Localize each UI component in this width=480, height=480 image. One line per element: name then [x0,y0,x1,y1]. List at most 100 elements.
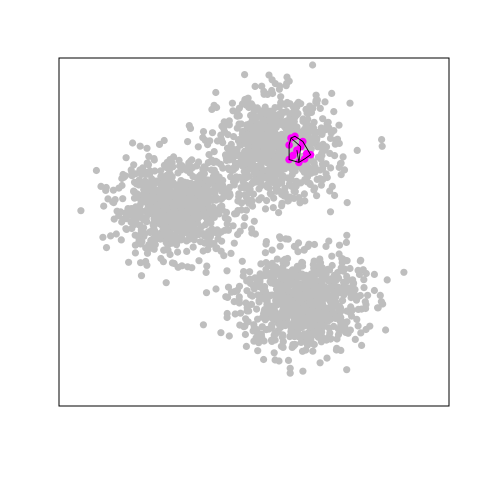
background-point [272,177,281,185]
background-point [306,141,314,149]
background-point [276,234,285,242]
background-point [266,158,274,166]
background-point [274,131,282,139]
background-point [376,291,384,299]
background-point [336,302,344,310]
background-point [155,217,163,225]
background-point [245,189,253,197]
background-point [304,115,312,123]
background-point [161,212,169,220]
background-point [324,118,332,126]
background-point [327,164,335,172]
background-point [293,273,301,281]
background-point [205,203,213,211]
background-point [136,142,144,150]
background-point [155,211,163,219]
background-point [234,230,242,239]
background-point [251,146,259,154]
background-point [234,159,243,167]
background-point [131,231,139,239]
background-point [187,190,195,198]
background-point [333,344,341,352]
background-point [203,262,211,270]
background-point [117,236,125,244]
background-point [286,310,294,319]
background-point [199,134,207,142]
background-point [216,176,224,185]
background-point [316,255,324,263]
hull-outline [288,135,312,163]
background-point [212,196,220,204]
background-point [316,104,324,112]
background-point [161,196,169,204]
background-point [357,329,365,337]
background-point [92,166,100,175]
background-point [234,207,242,215]
background-point [163,233,171,241]
background-point [147,236,155,244]
background-point [228,99,236,107]
background-point [199,247,207,255]
background-point [179,198,187,206]
background-point [244,318,252,326]
background-point [227,249,235,257]
background-point [382,326,390,334]
background-point [296,199,304,207]
background-point [313,96,321,104]
background-point [272,184,280,192]
background-point [143,196,151,205]
background-point [284,356,293,364]
background-point [102,186,110,194]
background-point [254,126,262,134]
background-point [213,184,221,192]
background-point [286,163,294,171]
background-point [199,173,207,181]
background-point [133,190,141,198]
background-point [241,330,249,339]
background-point [262,240,270,248]
background-point [335,250,343,258]
background-point [248,116,256,124]
background-point [142,214,150,222]
background-point [120,173,128,181]
background-point [259,133,267,141]
background-point [251,134,259,142]
background-point [229,222,237,230]
background-point [339,267,347,275]
background-point [186,124,195,132]
background-point [322,336,330,344]
background-point [272,263,280,271]
background-point [239,151,247,159]
background-point [350,289,358,297]
background-point [348,306,356,314]
background-point [154,194,162,202]
background-point [198,204,206,212]
background-point [184,138,192,146]
background-point [212,285,220,293]
background-point [250,337,258,345]
background-point [272,116,280,124]
background-point [281,320,289,328]
background-point [241,71,249,79]
background-point [275,357,283,365]
background-point [210,148,218,156]
background-point [195,257,203,265]
background-point [263,197,271,205]
background-point [266,307,274,315]
background-point [242,206,250,214]
background-point [334,286,342,294]
background-point [271,104,279,112]
background-point [330,108,338,116]
background-point [225,183,233,191]
background-point [118,218,126,226]
background-point [212,229,220,237]
background-point [223,267,231,275]
background-point [266,189,274,197]
background-point [332,136,340,144]
background-point [340,278,348,286]
background-point [229,107,237,115]
background-point [309,347,317,355]
background-point [272,330,280,338]
background-point [317,277,325,285]
background-point [354,322,362,330]
